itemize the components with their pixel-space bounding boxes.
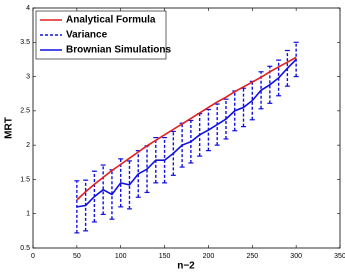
error-bar <box>126 160 132 210</box>
y-tick-label: 1 <box>26 211 30 218</box>
legend-label: Variance <box>66 30 108 41</box>
y-tick-label: 2.5 <box>20 108 30 115</box>
y-axis-label: MRT <box>4 117 15 139</box>
y-tick-label: 2 <box>26 142 30 149</box>
error-bar <box>118 158 124 208</box>
series-line <box>76 58 297 208</box>
x-tick-label: 350 <box>334 253 345 260</box>
error-bar <box>100 164 106 215</box>
error-bar <box>223 98 229 140</box>
x-tick-label: 250 <box>246 253 258 260</box>
x-axis-label: n−2 <box>177 261 195 272</box>
x-tick-label: 50 <box>73 253 81 260</box>
x-tick-label: 0 <box>31 253 35 260</box>
legend-label: Analytical Formula <box>66 15 156 26</box>
y-tick-label: 3 <box>26 73 30 80</box>
y-tick-label: 3.5 <box>20 39 30 46</box>
x-tick-label: 100 <box>115 253 127 260</box>
y-tick-label: 1.5 <box>20 176 30 183</box>
x-tick-label: 200 <box>203 253 215 260</box>
y-tick-label: 0.5 <box>20 245 30 252</box>
series-line <box>76 56 297 201</box>
x-tick-label: 150 <box>159 253 171 260</box>
legend-label: Brownian Simulations <box>66 45 171 56</box>
x-tick-label: 300 <box>290 253 302 260</box>
y-tick-label: 4 <box>26 5 30 12</box>
